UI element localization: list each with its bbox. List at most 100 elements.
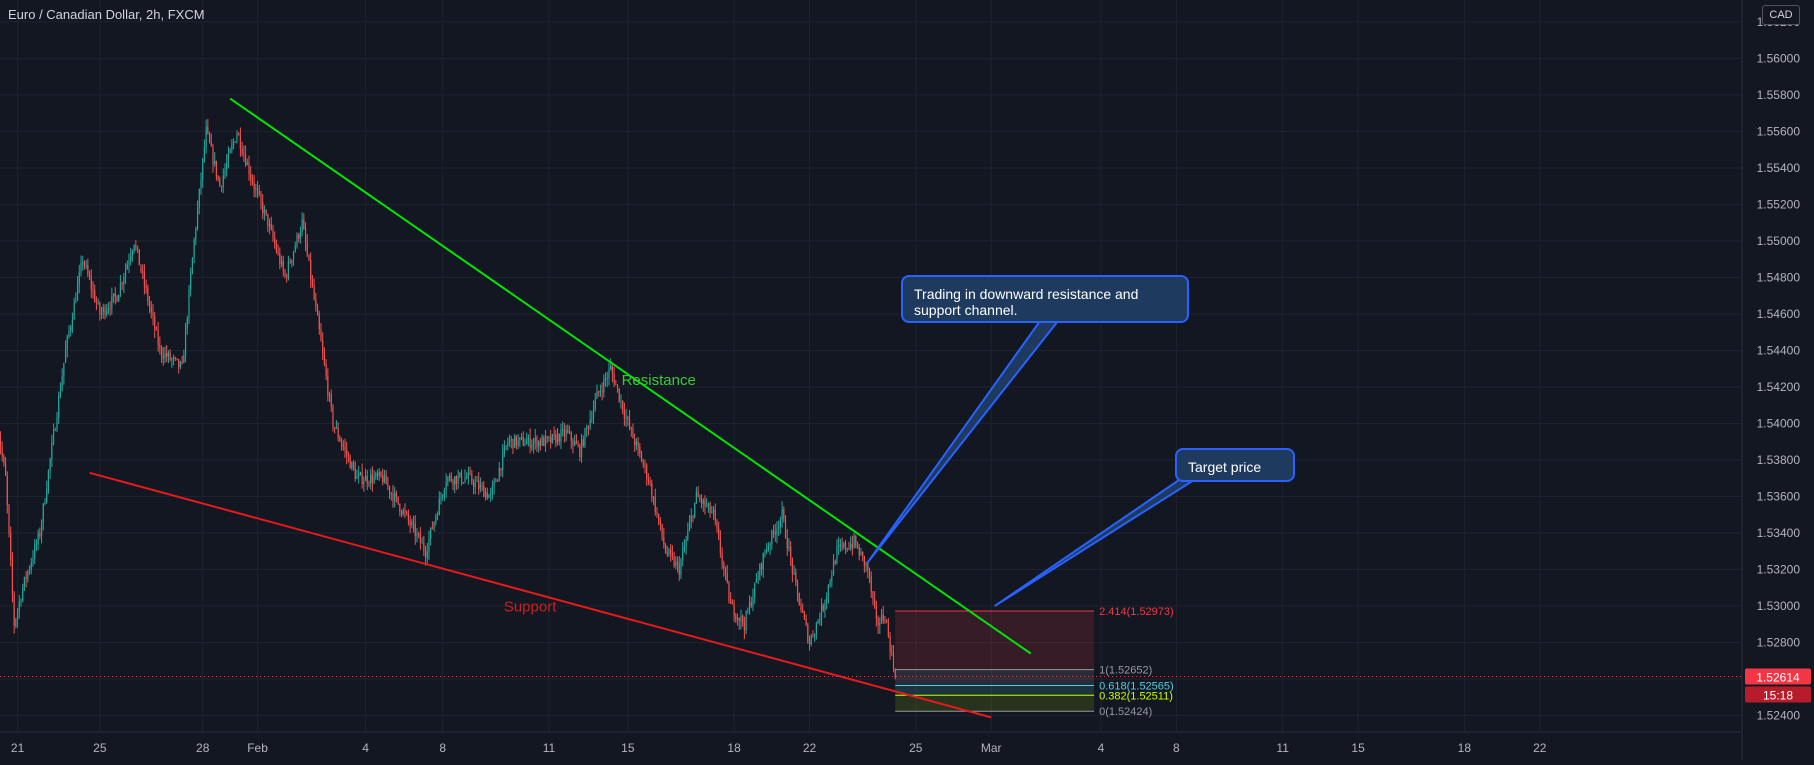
candle-body <box>891 652 893 654</box>
candle-body <box>500 468 502 470</box>
fib-extension-tool[interactable]: 2.414(1.52973) 1(1.52652) 0.618(1.52565)0.… <box>895 606 1174 718</box>
resistance-trendline[interactable] <box>229 97 1032 655</box>
candle-body <box>495 481 497 483</box>
candle-body <box>812 636 814 638</box>
candle-body <box>788 546 790 549</box>
price-tick-label: 1.53600 <box>1757 490 1801 504</box>
candle-body <box>61 376 63 391</box>
support-trendline[interactable] <box>89 471 992 719</box>
candle-body <box>462 482 464 484</box>
trendlines-layer[interactable]: Resistance Support <box>89 97 1032 719</box>
candle-body <box>87 265 89 275</box>
candle-body <box>20 600 22 602</box>
candle-body <box>354 468 356 479</box>
callout-channel-note[interactable]: Trading in downward resistance and suppo… <box>901 275 1189 323</box>
candle-body <box>491 486 494 494</box>
candle-body <box>268 224 271 227</box>
candle-body <box>634 438 636 446</box>
time-tick-label: 4 <box>1098 741 1105 755</box>
candle-body <box>483 486 485 498</box>
candle-body <box>526 440 528 445</box>
candle-body <box>738 617 740 621</box>
candle-body <box>793 572 795 574</box>
candle-body <box>704 499 706 507</box>
candle-body <box>190 273 192 290</box>
candle-body <box>166 352 168 357</box>
candle-body <box>320 329 322 342</box>
candle-body <box>44 501 46 504</box>
candle-body <box>613 373 615 385</box>
candle-body <box>176 358 178 360</box>
candle-body <box>256 188 259 192</box>
candle-body <box>395 492 398 497</box>
candle-body <box>337 427 339 438</box>
candle-body <box>83 262 86 266</box>
candle-body <box>778 527 780 529</box>
candle-body <box>731 603 733 605</box>
candle-body <box>402 509 404 515</box>
price-tick-label: 1.55000 <box>1757 234 1801 248</box>
candle-body <box>400 511 403 515</box>
callout-target-price[interactable]: Target price <box>1175 448 1295 482</box>
candle-body <box>121 283 123 285</box>
candle-body <box>202 158 204 180</box>
candle-body <box>683 546 685 551</box>
current-price-tag[interactable] <box>1745 668 1811 685</box>
candle-body <box>394 492 396 502</box>
candle-body <box>142 271 144 273</box>
candle-body <box>119 283 122 296</box>
candle-body <box>370 474 372 484</box>
candle-body <box>589 419 591 428</box>
candle-body <box>520 437 523 439</box>
candle-body <box>51 442 53 459</box>
candle-body <box>222 175 224 187</box>
candle-body <box>155 329 158 331</box>
candle-body <box>599 391 601 393</box>
candle-body <box>196 208 199 229</box>
candle-body <box>630 427 632 429</box>
candle-body <box>438 498 440 515</box>
candle-body <box>664 544 667 553</box>
candle-body <box>625 417 627 419</box>
candle-body <box>534 437 536 442</box>
candle-body <box>220 186 223 188</box>
candle-body <box>215 160 218 177</box>
candle-body <box>779 519 781 528</box>
candle-body <box>764 551 766 554</box>
candle-body <box>742 615 744 624</box>
candle-body <box>771 530 773 545</box>
candle-body <box>759 564 761 578</box>
candle-body <box>4 463 7 476</box>
candle-body <box>323 352 326 365</box>
candle-body <box>412 522 415 524</box>
candle-body <box>250 173 252 179</box>
candle-body <box>85 265 87 267</box>
currency-badge[interactable]: CAD <box>1762 5 1800 25</box>
candle-body <box>118 295 120 302</box>
candle-body <box>42 503 44 524</box>
candle-body <box>310 260 312 280</box>
candle-body <box>73 302 75 320</box>
candle-body <box>644 464 646 466</box>
candle-body <box>325 364 327 377</box>
candle-body <box>637 441 639 448</box>
candle-body <box>519 437 521 440</box>
price-tick-label: 1.55400 <box>1757 161 1801 175</box>
candle-body <box>791 558 793 574</box>
candle-body <box>270 224 272 229</box>
candle-body <box>740 615 742 621</box>
candle-body <box>64 348 67 363</box>
candle-body <box>539 441 542 446</box>
candle-body <box>640 453 643 462</box>
candle-body <box>255 188 257 190</box>
fib-level-label: 0(1.52424) <box>1099 706 1152 718</box>
candle-body <box>421 542 423 544</box>
candle-body <box>747 611 749 613</box>
candle-body <box>762 553 764 570</box>
candle-body <box>606 377 608 379</box>
candles-layer <box>0 118 896 680</box>
candle-body <box>102 307 104 312</box>
